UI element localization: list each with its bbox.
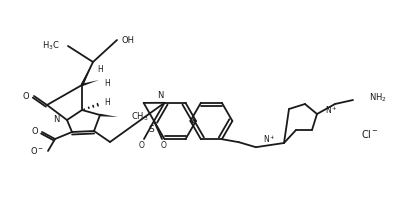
Polygon shape	[81, 62, 93, 86]
Text: CH$_3$: CH$_3$	[131, 111, 149, 123]
Polygon shape	[82, 80, 99, 86]
Text: H$_3$C: H$_3$C	[42, 40, 60, 52]
Text: O: O	[161, 141, 167, 150]
Text: N$^+$: N$^+$	[325, 104, 338, 116]
Text: H: H	[97, 64, 103, 73]
Text: H: H	[104, 98, 110, 107]
Text: Cl$^-$: Cl$^-$	[361, 128, 379, 140]
Text: N: N	[53, 114, 59, 123]
Text: N: N	[157, 91, 163, 100]
Text: H: H	[104, 79, 110, 88]
Text: O: O	[31, 128, 38, 137]
Text: OH: OH	[122, 36, 135, 45]
Text: O$^-$: O$^-$	[30, 144, 44, 156]
Polygon shape	[100, 114, 118, 117]
Text: O: O	[139, 141, 145, 150]
Text: S: S	[148, 125, 154, 134]
Text: NH$_2$: NH$_2$	[369, 92, 386, 104]
Text: N$^+$: N$^+$	[263, 133, 276, 145]
Text: O: O	[22, 92, 29, 101]
